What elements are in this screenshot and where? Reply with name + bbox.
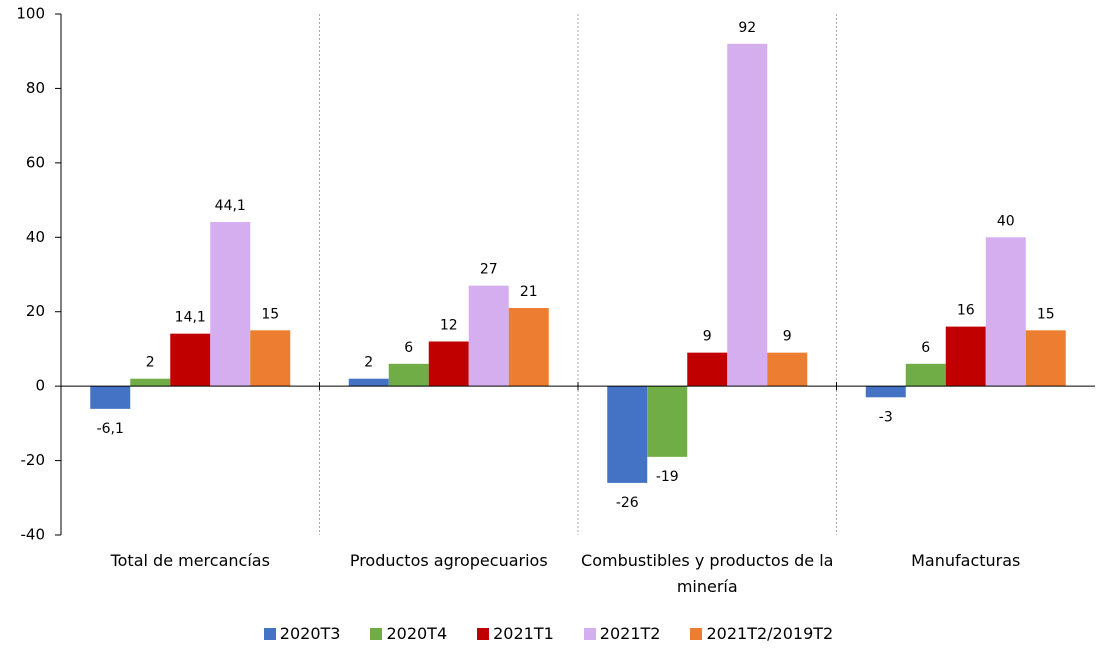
- data-label: -26: [616, 495, 639, 511]
- data-label: 2: [364, 355, 373, 371]
- legend-item: 2021T2: [583, 624, 661, 643]
- data-label: 27: [480, 262, 498, 278]
- bar: [1025, 330, 1066, 387]
- legend-swatch: [370, 627, 383, 640]
- legend-label: 2020T3: [279, 624, 341, 643]
- bar: [250, 330, 291, 387]
- bar: [210, 222, 251, 387]
- bar: [945, 326, 986, 387]
- data-label: 16: [957, 303, 975, 319]
- bar: [388, 363, 429, 387]
- data-label: -6,1: [97, 421, 124, 437]
- bar: [865, 386, 906, 398]
- data-label: 6: [921, 340, 930, 356]
- data-label: 15: [1037, 306, 1055, 322]
- data-label: -3: [879, 409, 893, 425]
- bar: [607, 386, 648, 483]
- y-tick-label: 60: [26, 153, 45, 171]
- data-label: 2: [146, 355, 155, 371]
- y-tick-label: -20: [21, 451, 46, 469]
- data-label: 15: [261, 306, 279, 322]
- y-tick-label: -40: [21, 526, 46, 544]
- y-tick-label: 100: [16, 5, 45, 23]
- bar: [170, 333, 211, 387]
- legend-item: 2021T1: [477, 624, 554, 643]
- data-label: 44,1: [215, 198, 246, 214]
- bar: [687, 352, 728, 387]
- bar: [130, 378, 171, 387]
- data-label: 9: [703, 329, 712, 345]
- bar: [727, 43, 768, 387]
- data-label: 92: [738, 20, 756, 36]
- data-label: 21: [520, 284, 538, 300]
- y-tick-label: 40: [26, 228, 45, 246]
- data-label: 6: [404, 340, 413, 356]
- legend-label: 2021T1: [493, 624, 554, 643]
- x-tick-label: Manufacturas: [911, 551, 1021, 570]
- bar: [348, 378, 389, 387]
- legend-item: 2020T4: [370, 624, 447, 643]
- data-label: 14,1: [175, 310, 206, 326]
- bar: [905, 363, 946, 387]
- data-label: 9: [783, 329, 792, 345]
- x-tick-label: Productos agropecuarios: [349, 551, 548, 570]
- legend-item: 2020T3: [263, 624, 341, 643]
- legend-swatch: [690, 627, 703, 640]
- legend-swatch: [263, 627, 276, 640]
- y-tick-label: 20: [26, 302, 45, 320]
- bar: [90, 386, 131, 409]
- y-tick-label: 80: [26, 79, 45, 97]
- bar: [767, 352, 808, 387]
- legend-label: 2020T4: [386, 624, 448, 643]
- data-label: 12: [440, 317, 458, 333]
- bar: [428, 341, 469, 387]
- legend-label: 2021T2: [599, 624, 661, 643]
- legend-swatch: [477, 627, 490, 640]
- plot: -40 -20 0 20 40 60 80 100 -6,1 2 -26 -3 2 6 -19 6 14,1 12…: [16, 5, 1095, 544]
- bar: [647, 386, 688, 457]
- legend: 2020T3 2020T4 2021T1 2021T2 2021T2/2019T2: [0, 624, 1097, 643]
- x-tick-label: Total de mercancías: [110, 551, 270, 570]
- legend-swatch: [583, 627, 596, 640]
- bar: [468, 285, 509, 387]
- bar: [508, 307, 549, 387]
- data-label: 40: [997, 213, 1015, 229]
- x-tick-label: Combustibles y productos de la minería: [581, 551, 834, 596]
- data-label: -19: [656, 469, 679, 485]
- bar: [985, 237, 1026, 387]
- legend-label: 2021T2/2019T2: [706, 624, 834, 643]
- y-tick-label: 0: [35, 377, 45, 395]
- legend-item: 2021T2/2019T2: [690, 624, 833, 643]
